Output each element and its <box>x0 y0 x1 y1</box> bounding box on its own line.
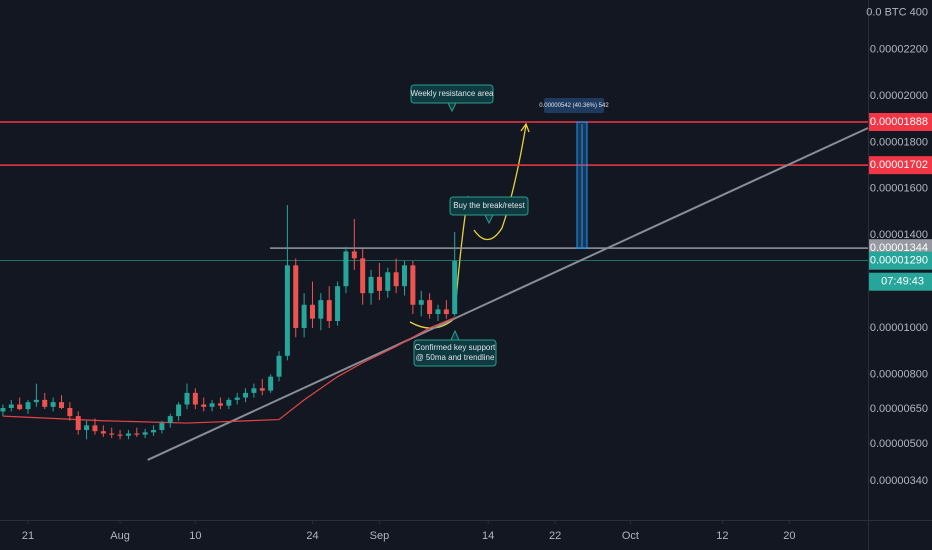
callout-breakout-pointer <box>484 214 494 225</box>
candle-body <box>217 403 223 406</box>
candle-body <box>268 376 274 391</box>
candle-body <box>402 265 408 287</box>
measure-tag <box>544 97 604 113</box>
candle-body <box>201 404 207 407</box>
candle-body <box>343 251 349 287</box>
annotation: Weekly resistance area <box>411 89 495 98</box>
candle-body <box>125 433 131 436</box>
countdown: 07:49:43 <box>881 276 924 288</box>
moving-average <box>2 316 455 424</box>
level-tag <box>869 156 932 175</box>
x-tick-label: 14 <box>482 530 494 542</box>
candle-body <box>376 276 382 291</box>
level-label: 0.00001344 <box>870 242 928 254</box>
candle-body <box>443 309 449 315</box>
level-tag <box>869 112 932 131</box>
annotation: Confirmed key support <box>415 343 496 352</box>
candle-body <box>176 404 182 417</box>
candle-body <box>318 300 324 319</box>
candle-body <box>243 392 249 398</box>
candle-body <box>75 416 81 431</box>
candle-body <box>385 272 391 291</box>
y-tick-label: 0.00001000 <box>870 322 928 334</box>
y-tick-label: 0.00000500 <box>870 438 928 450</box>
candle-body <box>234 397 240 400</box>
candle-body <box>452 260 458 315</box>
candle-body <box>284 265 290 356</box>
measure-label: 0.00000542 (40.36%) 542 <box>539 103 609 109</box>
candle-body <box>360 258 366 294</box>
candle-body <box>276 355 282 377</box>
candle-body <box>393 272 399 287</box>
candle-body <box>335 286 341 321</box>
y-tick-label: 0.00001600 <box>870 183 928 195</box>
x-tick-label: 22 <box>549 530 561 542</box>
candle-body <box>17 404 23 410</box>
callout-resistance-pointer <box>447 102 457 113</box>
y-tick-label: 0.00000650 <box>870 403 928 415</box>
candle-body <box>351 251 357 259</box>
x-tick-label: Aug <box>110 530 130 542</box>
callout-support-pointer <box>450 329 460 341</box>
y-tick-label: 0.00002200 <box>870 44 928 56</box>
candle-body <box>151 430 157 433</box>
level-label: 0.00001888 <box>870 116 928 128</box>
y-tick-label: 0.00001400 <box>870 229 928 241</box>
candle-body <box>100 431 106 434</box>
x-tick-label: 20 <box>783 530 795 542</box>
y-tick-label: 0.00001800 <box>870 136 928 148</box>
x-tick-label: Oct <box>622 530 639 542</box>
candle-body <box>159 423 165 431</box>
candle-body <box>8 404 14 408</box>
candle-body <box>427 300 433 315</box>
candle-body <box>226 399 232 406</box>
candle-body <box>33 399 39 403</box>
candle-body <box>42 399 48 407</box>
y-tick-label: 0.0 BTC 400 <box>866 6 928 18</box>
candle-body <box>192 392 198 405</box>
candle-body <box>259 388 265 391</box>
candle-body <box>167 416 173 424</box>
x-tick-label: 21 <box>22 530 34 542</box>
candle-body <box>418 300 424 305</box>
level-tag <box>869 251 932 270</box>
candle-body <box>309 304 315 319</box>
candle-body <box>326 300 332 321</box>
level-label: 0.00001290 <box>870 255 928 267</box>
y-tick-label: 0.00000800 <box>870 368 928 380</box>
candle-body <box>435 309 441 315</box>
candle-body <box>410 265 416 305</box>
candle-body <box>58 402 64 408</box>
level-label: 0.00001702 <box>870 159 928 171</box>
candle-body <box>117 434 123 436</box>
candle-body <box>184 392 190 405</box>
x-tick-label: 24 <box>306 530 318 542</box>
x-tick-label: 10 <box>189 530 201 542</box>
target-arrow <box>473 122 530 241</box>
x-tick-label: 12 <box>716 530 728 542</box>
trendline <box>147 127 869 461</box>
candle-body <box>50 402 56 407</box>
candle-body <box>301 304 307 328</box>
candle-body <box>142 432 148 435</box>
candle-body <box>25 402 31 410</box>
annotation: Buy the break/retest <box>453 201 525 210</box>
y-tick-label: 0.00000340 <box>870 475 928 487</box>
candle-body <box>84 425 90 431</box>
candle-body <box>109 433 115 435</box>
x-tick-label: Sep <box>370 530 390 542</box>
candle-body <box>134 433 140 435</box>
candle-body <box>67 407 73 417</box>
candle-body <box>368 276 374 294</box>
countdown-tag <box>869 272 932 291</box>
candle-body <box>92 425 98 432</box>
candle-body <box>209 403 215 407</box>
annotation: @ 50ma and trendline <box>416 353 495 362</box>
candle-body <box>293 265 299 328</box>
candle-body <box>251 388 257 393</box>
candle-body <box>0 407 6 412</box>
y-tick-label: 0.00002000 <box>870 90 928 102</box>
